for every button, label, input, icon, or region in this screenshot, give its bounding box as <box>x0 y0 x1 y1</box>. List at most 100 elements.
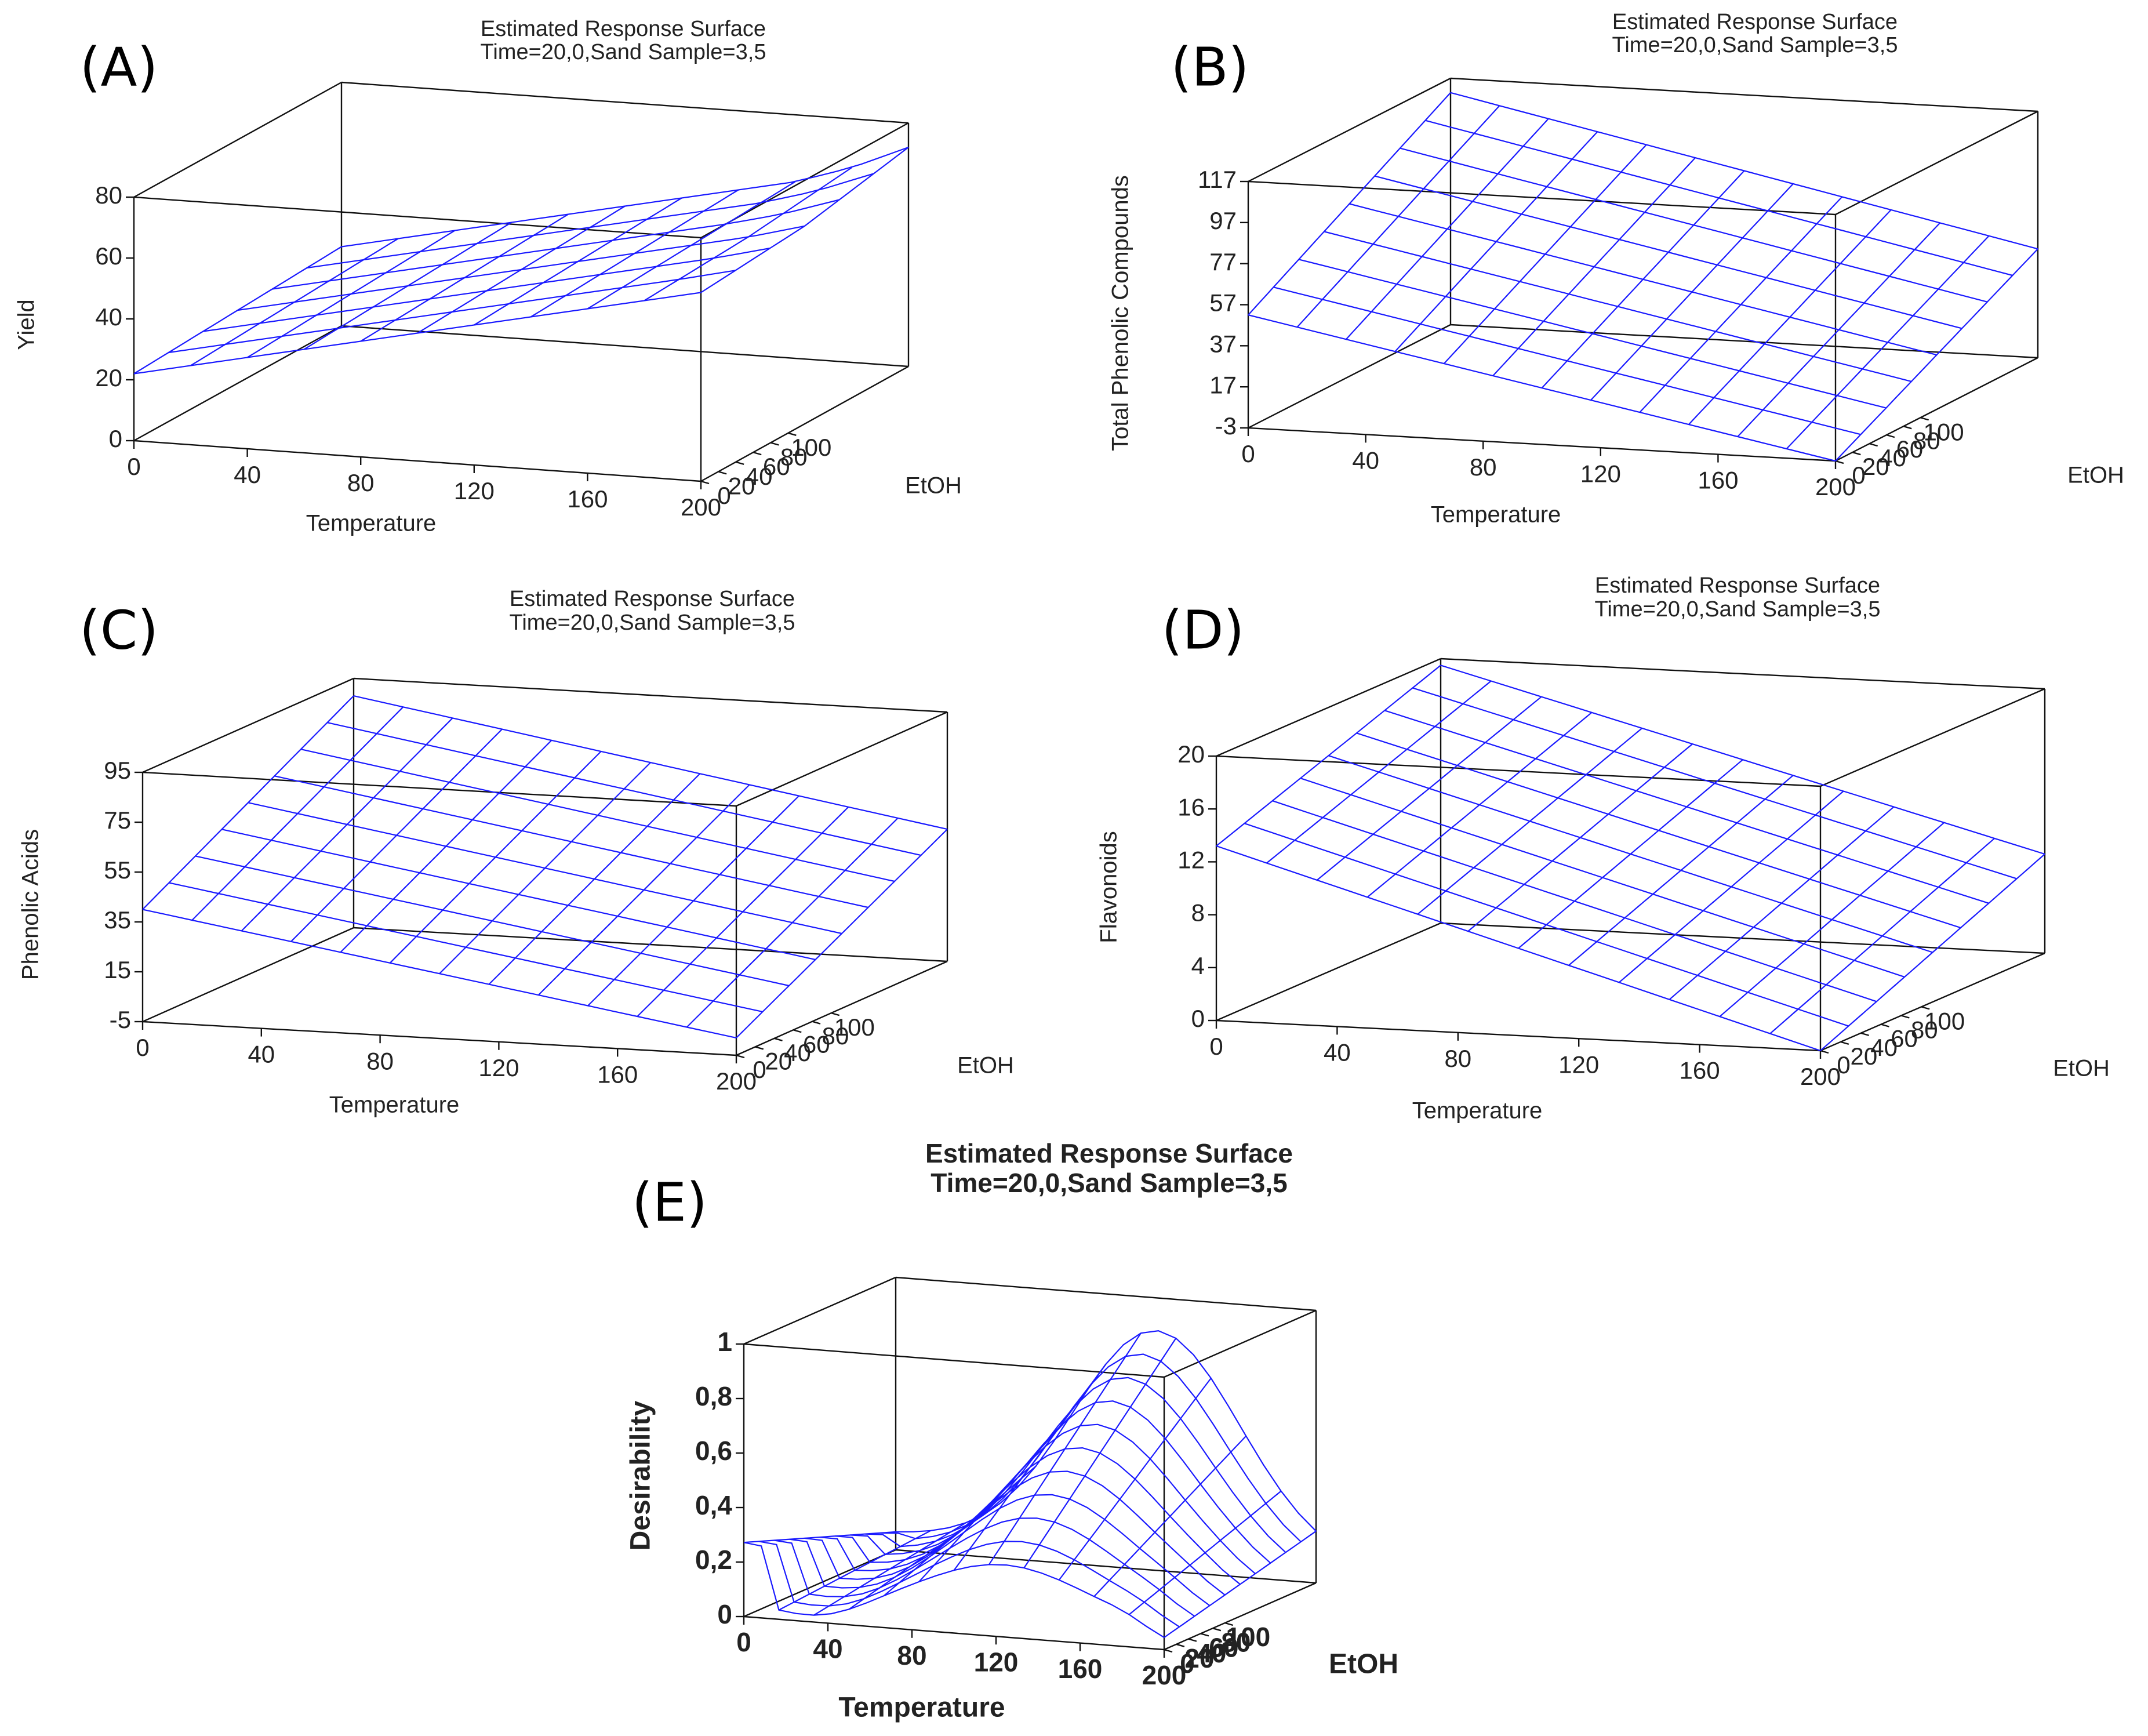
surface-line-etoh <box>1541 170 1745 388</box>
z-tick-label: 17 <box>1209 371 1237 398</box>
surface-line-etoh <box>686 818 899 1028</box>
surface-line-etoh <box>1216 664 1441 847</box>
surface-line-etoh <box>1417 728 1643 915</box>
z-tick-label: 37 <box>1209 330 1237 357</box>
box-edge <box>743 1343 1165 1378</box>
z-axis-title: Total Phenolic Compounds <box>1108 175 1133 451</box>
box-edge <box>142 771 737 807</box>
z-tick-label: 0 <box>109 425 122 452</box>
box-edge <box>1440 922 2045 954</box>
x-tick-label: 80 <box>1470 453 1497 481</box>
x-tick-label: 0 <box>136 1034 149 1061</box>
y-axis-title: EtOH <box>2067 463 2124 488</box>
box-edge <box>1164 1582 1317 1651</box>
surface-line-etoh <box>1835 248 2038 462</box>
y-tick <box>770 442 779 446</box>
x-axis-title: Temperature <box>838 1693 1005 1723</box>
y-tick <box>812 1020 821 1025</box>
y-tick <box>755 1046 764 1050</box>
surface-line-etoh <box>1248 92 1451 315</box>
surface-line-etoh <box>530 189 739 318</box>
surface-line-etoh <box>1786 235 1990 449</box>
x-tick-label: 120 <box>478 1054 519 1081</box>
surface-line-etoh <box>142 695 354 910</box>
x-tick-label: 40 <box>1352 446 1379 474</box>
surface-line-etoh <box>1058 1378 1212 1581</box>
panel-label: (E) <box>632 1171 707 1233</box>
y-tick-label: 20 <box>728 472 755 499</box>
surface-line-etoh <box>1568 775 1794 966</box>
y-axis-title: EtOH <box>905 473 962 499</box>
y-tick <box>753 451 762 456</box>
y-tick <box>1920 417 1929 421</box>
x-tick-label: 120 <box>974 1647 1019 1677</box>
z-tick-label: 0,4 <box>695 1490 732 1520</box>
y-tick-label: 20 <box>765 1048 792 1075</box>
z-tick-label: 60 <box>95 242 122 270</box>
chart-subtitle: Time=20,0,Sand Sample=3,5 <box>510 611 795 635</box>
y-tick <box>1820 1049 1829 1054</box>
y-tick <box>774 1037 783 1041</box>
z-axis-title: Phenolic Acids <box>18 829 43 980</box>
box-edge <box>142 677 354 773</box>
y-axis-title: EtOH <box>957 1053 1014 1078</box>
y-tick-label: 80 <box>1221 1627 1251 1657</box>
z-tick-label: 75 <box>104 807 131 834</box>
x-axis: 0 40 80 120 160 200 <box>1241 428 1856 500</box>
x-tick-label: 200 <box>1142 1660 1187 1690</box>
surface-line-etoh <box>743 1531 896 1543</box>
chart-subtitle: Time=20,0,Sand Sample=3,5 <box>931 1168 1287 1198</box>
z-tick-label: 1 <box>717 1327 732 1357</box>
box-edge <box>743 1549 896 1618</box>
y-tick <box>1881 1023 1889 1027</box>
surface-line-etoh <box>587 181 795 310</box>
chart-subtitle: Time=20,0,Sand Sample=3,5 <box>1595 597 1881 622</box>
y-tick <box>1224 1622 1234 1626</box>
box-edge <box>1248 427 1836 462</box>
chart-title: Estimated Response Surface <box>1595 573 1880 598</box>
surface-line-etoh <box>1769 838 1995 1034</box>
z-tick-label: 16 <box>1177 793 1205 820</box>
panel-label: (B) <box>1171 36 1249 98</box>
y-tick <box>1200 1633 1209 1637</box>
y-tick <box>1188 1638 1197 1642</box>
chart-title: Estimated Response Surface <box>1612 10 1898 34</box>
x-tick-label: 160 <box>1058 1654 1103 1684</box>
z-axis-title: Flavonoids <box>1096 831 1122 943</box>
y-axis-title: EtOH <box>1329 1649 1398 1680</box>
x-tick-label: 40 <box>1324 1038 1351 1066</box>
x-tick-label: 80 <box>366 1047 394 1074</box>
bounding-box <box>1247 77 2039 462</box>
y-tick-label: 80 <box>1913 427 1940 454</box>
panel-label: (D) <box>1162 599 1245 661</box>
y-tick <box>788 432 797 436</box>
box-edge <box>736 960 948 1056</box>
y-tick-label: 60 <box>1896 435 1924 463</box>
y-tick <box>1903 426 1912 430</box>
y-tick-label: 40 <box>1870 1034 1898 1061</box>
y-tick <box>736 1054 745 1059</box>
response-surface <box>133 146 909 375</box>
surface-line-etoh <box>883 1465 1037 1596</box>
box-edge <box>700 365 909 482</box>
box-edge <box>1835 357 2038 462</box>
box-edge <box>743 1276 896 1345</box>
z-tick-label: -5 <box>110 1006 131 1033</box>
box-edge <box>341 81 909 124</box>
x-tick-label: 0 <box>1241 440 1255 467</box>
y-tick-label: 60 <box>1891 1025 1918 1052</box>
surface-line-etoh <box>1443 144 1647 364</box>
y-tick-label: 100 <box>791 434 831 461</box>
surface-line-etoh <box>1394 131 1598 352</box>
box-edge <box>1216 755 1821 787</box>
surface-line-etoh <box>488 773 701 985</box>
y-tick <box>1212 1628 1222 1632</box>
box-edge <box>353 927 948 963</box>
z-tick-label: -3 <box>1215 412 1237 440</box>
x-axis-title: Temperature <box>329 1092 460 1118</box>
x-tick-label: 200 <box>716 1067 757 1095</box>
surface-line-etoh <box>303 221 512 350</box>
y-tick <box>735 461 744 465</box>
chart-subtitle: Time=20,0,Sand Sample=3,5 <box>1612 33 1898 57</box>
